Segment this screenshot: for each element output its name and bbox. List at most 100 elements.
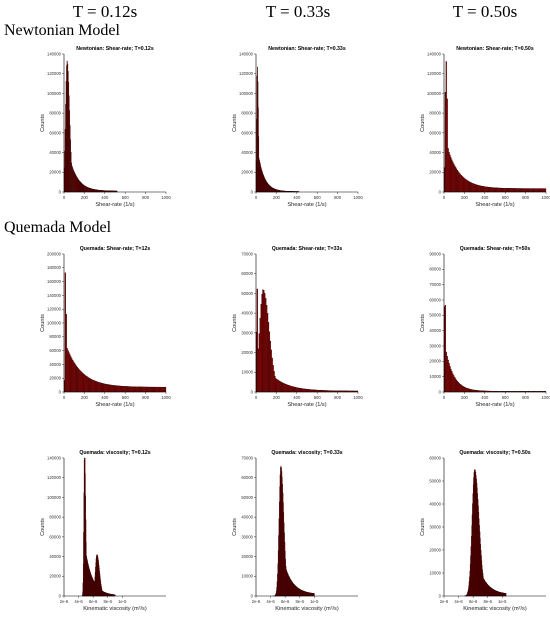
histogram-bar [164,386,167,393]
x-tick-label: 6e-6 [89,599,98,604]
histogram-bars [82,457,116,597]
histogram-bar [292,386,295,393]
histogram-bar [456,381,459,393]
histogram-bar [304,388,306,393]
histogram-bar [484,186,486,193]
histogram-bar [126,386,129,393]
x-tick-label: 200 [461,195,469,200]
histogram-bar [451,159,453,193]
histogram-bar [297,387,299,393]
histogram-bar [459,173,461,193]
histogram-bar [118,385,120,393]
y-axis-label: Counts [232,314,238,332]
histogram-bar [458,172,460,193]
histogram-bar [268,331,271,393]
histogram-bar [493,187,496,193]
histogram-bar [106,384,108,393]
histogram-bar [497,187,499,193]
histogram-bar [277,379,279,393]
y-tick-label: 20000 [49,574,61,579]
histogram-bar [465,387,467,393]
histogram-bar [465,179,467,193]
histogram-bar [119,385,121,393]
histogram-bar [533,188,535,193]
histogram-bar [468,181,471,193]
x-axis-label: Kinematic viscosity (m²/s) [463,606,527,612]
histogram-bar [515,188,517,193]
x-tick-label: 1e-5 [310,599,319,604]
histogram-bar [477,184,479,193]
histogram-bar [94,380,96,393]
histogram-bar [130,386,132,393]
histogram-bar [449,366,451,393]
y-tick-label: 20000 [429,547,441,552]
histogram-bar [492,187,494,193]
chart-title: Quemada: Shear-rate; T=12s [80,246,151,252]
chart-quemada-shear-t50: Quemada: Shear-rate; T=50s 0 200 400 600 800 1… [420,244,550,414]
y-tick-label: 40000 [429,501,441,506]
y-tick-label: 100000 [427,91,442,96]
histogram-bar [309,389,311,393]
histogram-bar [507,188,510,193]
histogram-bar [480,185,483,193]
histogram-bar [493,187,495,193]
y-tick-label: 60000 [429,130,441,135]
histogram-bar [124,386,126,393]
chart-quemada-viscosity-t012: Quemada: viscosity; T=0.12s 2e-6 4e-6 6e-6 8… [40,448,170,618]
x-tick-label: 200 [273,395,281,400]
chart-title: Quemada: Shear-rate; T=33s [272,246,343,252]
histogram-bar [466,179,468,193]
histogram-bar [272,365,274,393]
y-tick-label: 50000 [429,478,441,483]
histogram-bar [100,382,103,393]
x-tick-label: 400 [293,395,301,400]
histogram-bar [471,182,473,193]
histogram-bar [146,386,148,393]
histogram-bar [90,379,92,393]
histogram-bar [296,387,298,393]
histogram-bar [450,157,452,193]
histogram-bar [98,382,100,393]
histogram-bar [490,187,492,193]
histogram-bar [108,384,110,393]
histogram-bar [452,373,454,393]
chart-title: Newtonian: Shear-rate; T=0.33s [268,46,346,52]
histogram-bar [77,368,79,393]
histogram-bars [443,61,547,193]
y-tick-label: 40000 [49,150,61,155]
histogram-bar [470,389,472,393]
histogram-bar [132,386,134,393]
x-axis-label: Shear-rate (1/s) [287,202,326,208]
histogram-bar [467,388,469,393]
histogram-bar [500,187,502,193]
x-tick-label: 800 [522,395,530,400]
y-axis-label: Counts [40,518,46,536]
histogram-bar [473,183,475,193]
histogram-bar [99,382,101,393]
x-axis-label: Kinematic viscosity (m²/s) [275,606,339,612]
y-tick-label: 60000 [241,130,253,135]
chart-title: Quemada: viscosity; T=0.12s [79,450,150,456]
x-tick-label: 0 [63,195,66,200]
histogram-bar [517,188,519,193]
histogram-bar [463,177,465,193]
y-tick-label: 0 [439,389,442,394]
histogram-bar [143,386,145,393]
histogram-bar [302,388,304,393]
histogram-bar [455,379,458,393]
y-tick-label: 180000 [47,265,62,270]
chart-title: Quemada: viscosity; T=0.33s [271,450,342,456]
histogram-bar [87,377,90,393]
histogram-bar [279,380,281,393]
x-tick-label: 200 [81,195,89,200]
x-tick-label: 4e-6 [266,599,275,604]
histogram-bar [485,186,487,193]
histogram-bar [481,186,484,193]
histogram-bar [504,188,506,193]
histogram-bar [460,384,462,393]
histogram-bar [454,165,456,193]
histogram-bar [294,387,296,393]
histogram-bar [122,386,124,393]
histogram-bar [86,376,88,393]
y-tick-label: 140000 [47,293,62,298]
